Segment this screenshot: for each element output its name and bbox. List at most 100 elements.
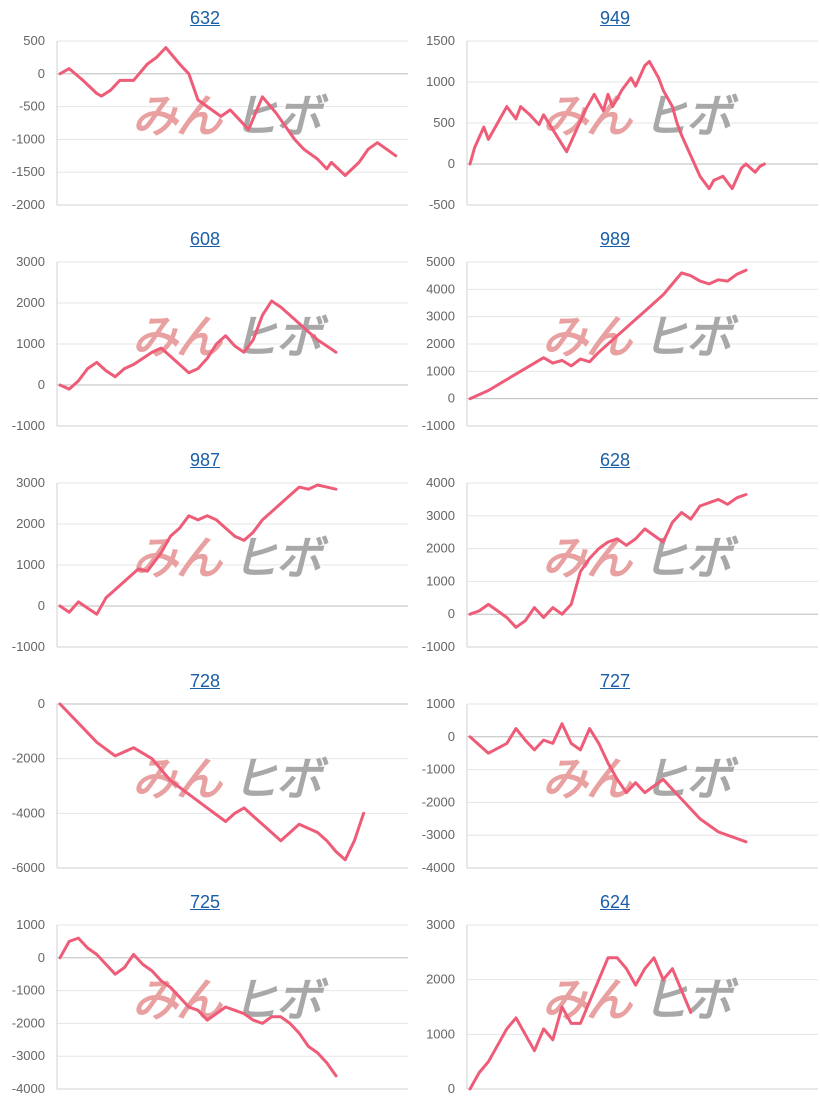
watermark-logo-left: みん [542,973,634,1027]
chart-title-link[interactable]: 628 [599,450,631,470]
y-tick-label: 2000 [426,972,455,987]
y-tick-label: 0 [38,377,45,392]
line-chart: 500 0 -500 -1000 -1500 -2000 みん ヒボ [12,33,408,212]
watermark-logo-right: ヒボ [642,752,739,806]
y-tick-label: 3000 [426,309,455,324]
watermark-logo-right: ヒボ [642,973,739,1027]
chart-panel-5: 987 3000 2000 1000 0 -1000 みん ヒボ [0,442,410,663]
line-chart: 0 -2000 -4000 -6000 みん ヒボ [12,696,408,875]
y-tick-label: 0 [448,729,455,744]
y-tick-label: -4000 [12,805,45,820]
y-tick-label: 3000 [426,917,455,932]
y-tick-label: 5000 [426,254,455,269]
y-tick-label: 500 [23,33,45,48]
line-chart: 3000 2000 1000 0 みん ヒボ [426,917,818,1096]
y-tick-label: -1500 [12,164,45,179]
y-tick-label: 1000 [16,917,45,932]
line-chart: 3000 2000 1000 0 -1000 みん ヒボ [12,475,408,654]
y-tick-label: 2000 [16,516,45,531]
series-line [58,702,366,862]
watermark-logo-left: みん [542,89,634,143]
chart-panel-2: 949 1500 1000 500 0 -500 みん ヒボ [410,0,820,221]
y-tick-label: 1000 [16,336,45,351]
series-line [468,493,748,629]
y-tick-label: 4000 [426,475,455,490]
y-tick-label: 2000 [426,336,455,351]
y-tick-label: -1000 [12,131,45,146]
watermark-logo-right: ヒボ [232,752,329,806]
y-tick-label: -4000 [12,1081,45,1096]
chart-title-link[interactable]: 989 [599,229,631,249]
watermark-logo-left: みん [542,752,634,806]
chart-title-link[interactable]: 728 [189,671,221,691]
y-tick-label: 3000 [16,254,45,269]
watermark-logo-left: みん [132,531,224,585]
watermark-logo-right: ヒボ [642,310,739,364]
y-tick-label: 0 [448,606,455,621]
series-line [468,956,693,1091]
watermark-logo-right: ヒボ [232,973,329,1027]
chart-title-link[interactable]: 725 [189,892,221,912]
chart-panel-1: 632 500 0 -500 -1000 -1500 -2000 みん ヒボ [0,0,410,221]
y-tick-label: 1000 [426,363,455,378]
series-line [58,299,338,391]
y-tick-label: -1000 [12,418,45,433]
y-tick-label: 1000 [426,74,455,89]
line-chart: 1500 1000 500 0 -500 みん ヒボ [426,33,818,212]
y-tick-label: -2000 [12,751,45,766]
y-tick-label: 500 [433,115,455,130]
watermark-logo-left: みん [132,89,224,143]
series-line [468,60,766,191]
y-tick-label: 1000 [426,573,455,588]
y-tick-label: 0 [38,66,45,81]
watermark-logo-left: みん [132,752,224,806]
y-tick-label: -1000 [12,639,45,654]
y-tick-label: 1000 [426,696,455,711]
y-tick-label: -500 [429,197,455,212]
chart-title-link[interactable]: 987 [189,450,221,470]
y-tick-label: 2000 [426,541,455,556]
y-tick-label: 3000 [16,475,45,490]
series-line [468,722,748,844]
y-tick-label: -6000 [12,860,45,875]
y-tick-label: 0 [448,391,455,406]
y-tick-label: -2000 [12,1015,45,1030]
series-line [58,46,398,177]
series-line [58,483,338,616]
y-tick-label: 2000 [16,295,45,310]
y-tick-label: 0 [38,696,45,711]
chart-panel-10: 624 3000 2000 1000 0 みん ヒボ [410,884,820,1105]
y-tick-label: -3000 [422,827,455,842]
y-tick-label: 3000 [426,508,455,523]
chart-panel-9: 725 1000 0 -1000 -2000 -3000 -4000 みん ヒボ [0,884,410,1105]
chart-panel-7: 728 0 -2000 -4000 -6000 みん ヒボ [0,663,410,884]
y-tick-label: 1000 [16,557,45,572]
watermark-logo-right: ヒボ [642,89,739,143]
y-tick-label: 0 [448,1081,455,1096]
y-tick-label: 1000 [426,1026,455,1041]
chart-title-link[interactable]: 949 [599,8,631,28]
chart-title-link[interactable]: 727 [599,671,631,691]
watermark-logo-right: ヒボ [232,531,329,585]
y-tick-label: 0 [38,598,45,613]
y-tick-label: 4000 [426,281,455,296]
chart-title-link[interactable]: 608 [189,229,221,249]
y-tick-label: -4000 [422,860,455,875]
y-tick-label: 1500 [426,33,455,48]
chart-title-link[interactable]: 624 [599,892,631,912]
chart-panel-3: 608 3000 2000 1000 0 -1000 みん ヒボ [0,221,410,442]
y-tick-label: -3000 [12,1048,45,1063]
y-tick-label: -1000 [422,418,455,433]
chart-panel-6: 628 4000 3000 2000 1000 0 -1000 みん ヒボ [410,442,820,663]
chart-panel-8: 727 1000 0 -1000 -2000 -3000 -4000 みん ヒボ [410,663,820,884]
watermark-logo-left: みん [542,310,634,364]
chart-title-link[interactable]: 632 [189,8,221,28]
y-tick-label: -1000 [422,639,455,654]
chart-panel-4: 989 5000 4000 3000 2000 1000 0 -1000 みん ヒボ [410,221,820,442]
y-tick-label: -2000 [12,197,45,212]
y-tick-label: 0 [38,950,45,965]
series-line [468,268,748,401]
